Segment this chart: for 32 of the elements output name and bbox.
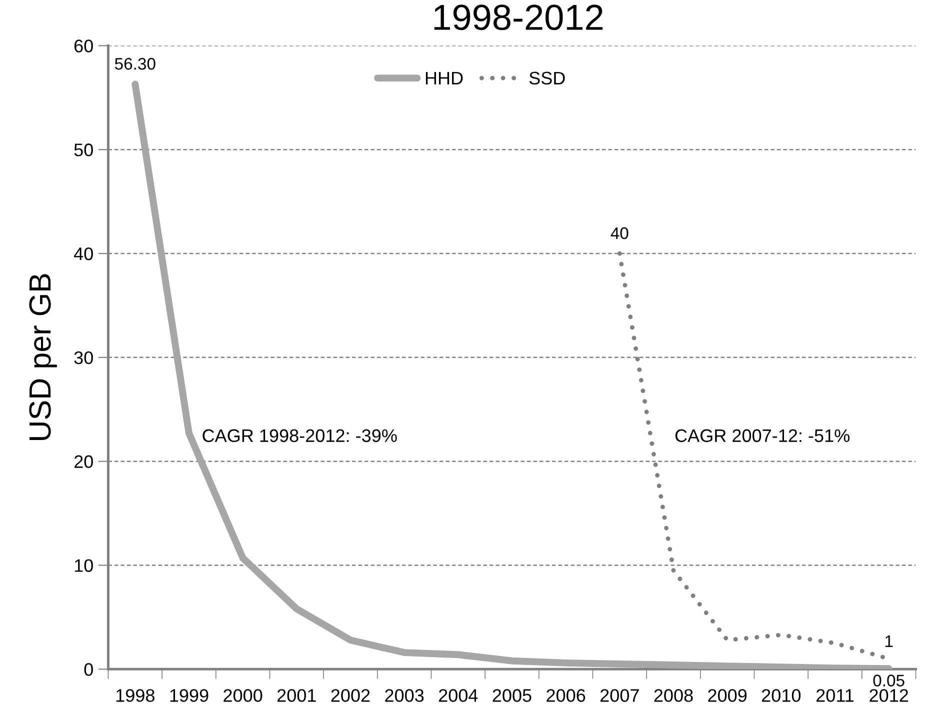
x-tick-label: 2007 [600,689,639,702]
data-label: 56.30 [114,58,156,70]
y-tick-label: 20 [74,455,93,468]
x-tick-label: 2009 [708,689,747,702]
x-tick-label: 2003 [385,689,424,702]
data-label: 40 [610,227,628,240]
x-tick-label: 1998 [116,689,154,702]
annotation: CAGR 1998-2012: -39% [202,429,397,442]
y-tick-label: 40 [74,247,93,260]
data-label: 1 [885,636,893,647]
annotation: CAGR 2007-12: -51% [675,429,850,442]
x-tick-label: 2011 [816,689,854,702]
x-tick-label: 1999 [170,689,208,702]
x-tick-label: 2001 [277,689,316,702]
x-tick-label: 2005 [492,689,532,702]
data-label: 0.05 [873,674,904,686]
x-tick-label: 2008 [654,689,693,702]
y-axis-title: USD per GB [29,274,57,440]
x-tick-label: 2006 [546,689,586,702]
y-tick-label: 10 [74,559,93,572]
x-tick-label: 2010 [762,689,801,702]
y-tick-label: 50 [74,144,93,156]
legend-label: HHD [426,72,463,84]
y-tick-label: 30 [74,351,93,364]
chart-title: 1998-2012 [434,4,603,30]
y-tick-label: 60 [74,40,93,52]
x-tick-label: 2000 [224,689,262,702]
x-tick-label: 2012 [870,689,908,702]
y-tick-label: 0 [84,663,93,676]
x-tick-label: 2004 [438,689,478,702]
legend-label: SSD [529,72,565,85]
x-tick-label: 2002 [331,689,370,702]
